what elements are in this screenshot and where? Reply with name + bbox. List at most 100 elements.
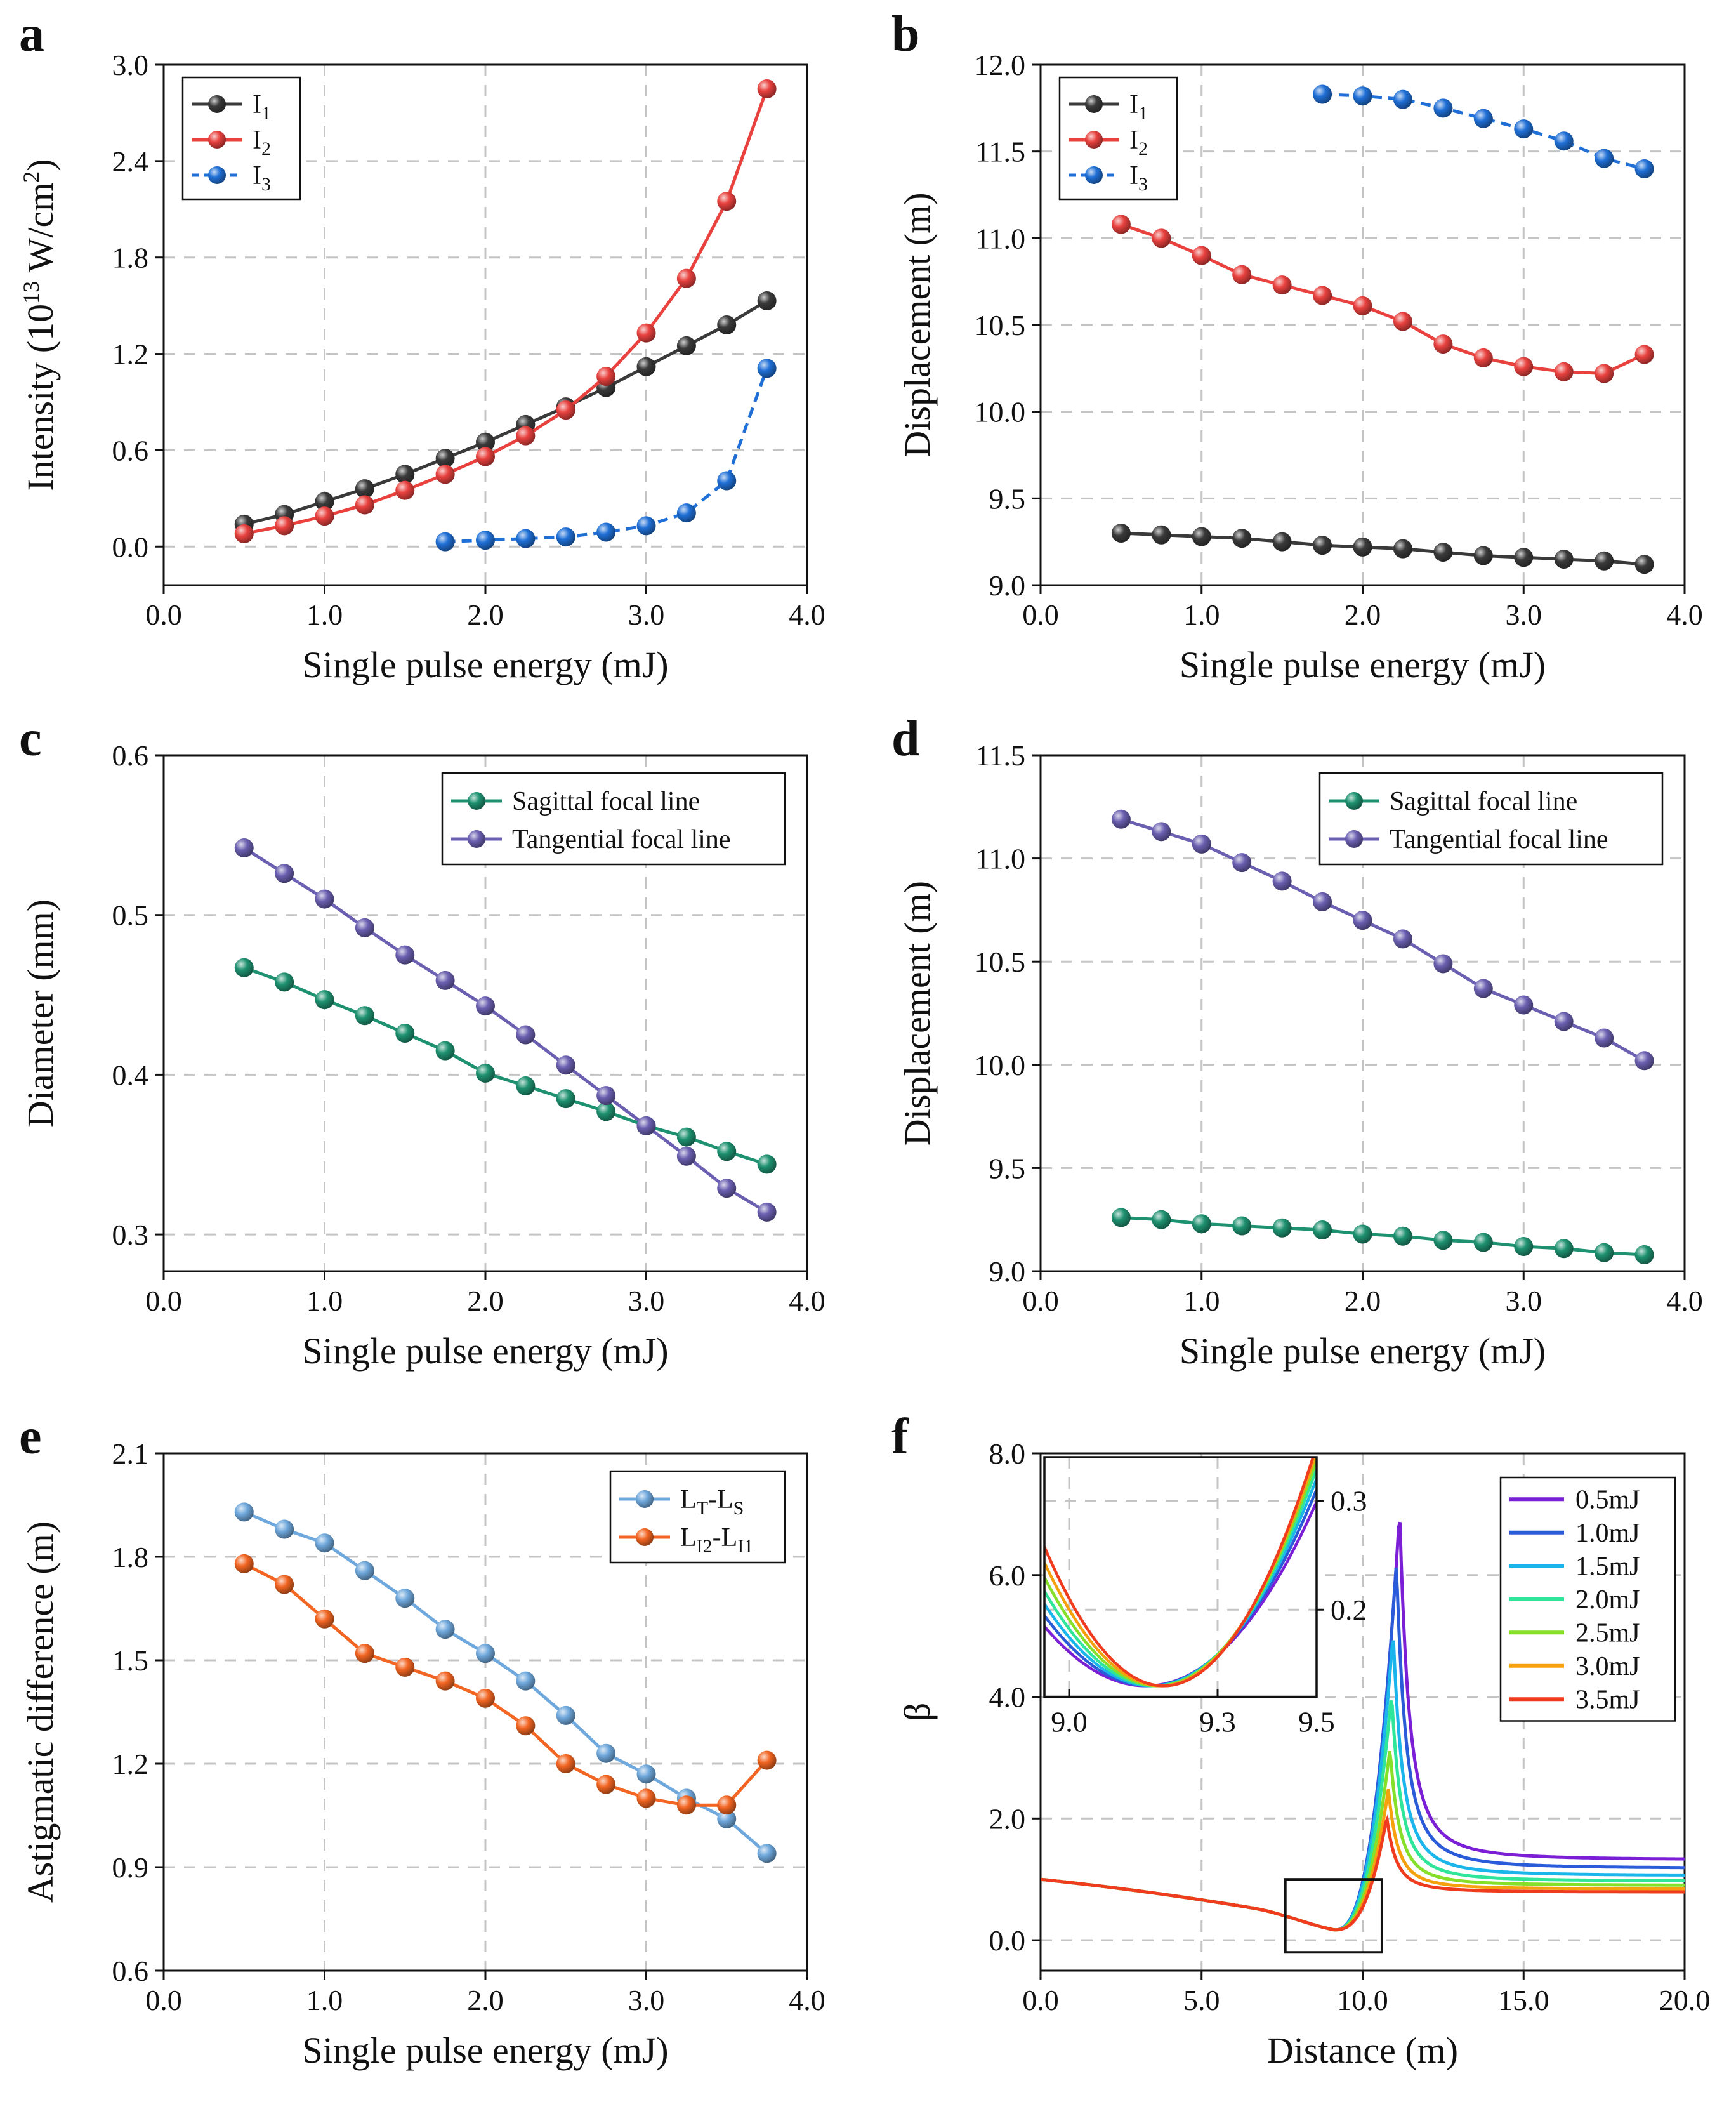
x-tick-label: 2.0 xyxy=(467,1285,504,1317)
data-point xyxy=(275,516,294,536)
data-point xyxy=(1353,86,1372,106)
data-point xyxy=(1433,98,1453,118)
y-axis-label: Displacement (m) xyxy=(897,881,938,1146)
legend-label: LI2-LI1 xyxy=(680,1523,753,1557)
data-point xyxy=(476,1644,495,1663)
data-point xyxy=(1554,1012,1574,1031)
data-point xyxy=(717,1795,737,1815)
panel-d: d 0.0 1.0 2.0 3.0 4.0 9.0 9.5 10.0 10.5 11.0 11.5 Si… xyxy=(891,711,1703,1372)
data-point xyxy=(1232,265,1252,284)
x-tick-label: 3.0 xyxy=(628,598,665,631)
data-point xyxy=(1514,119,1534,139)
data-point xyxy=(1353,537,1372,557)
data-point xyxy=(596,1086,616,1106)
legend-label: 3.0mJ xyxy=(1575,1652,1640,1681)
y-tick-label: 1.2 xyxy=(112,1748,149,1780)
data-point xyxy=(1554,362,1574,381)
y-tick-label: 11.0 xyxy=(975,843,1025,875)
data-point xyxy=(757,359,777,378)
panel-a: a 0.0 1.0 2.0 3.0 4.0 0.0 0.6 1.2 1.8 2.4 3.0 Single… xyxy=(18,6,825,685)
x-tick-label: 2.0 xyxy=(467,598,504,631)
panel-letter-f: f xyxy=(891,1409,909,1465)
data-point xyxy=(636,323,656,343)
y-tick-label: 2.4 xyxy=(112,145,149,178)
legend-marker xyxy=(1085,131,1103,149)
legend-label: Tangential focal line xyxy=(512,825,731,854)
x-tick-label: 3.0 xyxy=(1506,598,1542,631)
data-point xyxy=(476,447,495,466)
y-tick-label: 12.0 xyxy=(975,49,1026,81)
legend: Sagittal focal line Tangential focal line xyxy=(1318,772,1664,866)
x-axis-label: Single pulse energy (mJ) xyxy=(302,2030,668,2071)
data-point xyxy=(676,503,696,523)
legend-label-sub: I2 xyxy=(697,1536,713,1557)
legend-marker xyxy=(636,1490,654,1508)
data-point xyxy=(556,527,575,547)
data-point xyxy=(275,1519,294,1539)
y-tick-label: 0.6 xyxy=(112,434,149,466)
data-point xyxy=(395,945,415,965)
y-axis-label-part: W/cm xyxy=(20,183,61,281)
x-tick-label: 4.0 xyxy=(1666,1285,1703,1317)
data-point xyxy=(1353,911,1372,930)
data-point xyxy=(596,366,616,386)
y-tick-label: 10.5 xyxy=(975,946,1026,978)
legend-label-sub: 1 xyxy=(261,103,271,124)
y-tick-label: 6.0 xyxy=(989,1559,1026,1592)
data-point xyxy=(757,79,777,98)
legend-label: Sagittal focal line xyxy=(512,787,700,816)
y-tick-label: 11.5 xyxy=(975,739,1025,772)
x-axis-label: Distance (m) xyxy=(1267,2030,1458,2071)
y-axis-label: Displacement (m) xyxy=(897,192,938,457)
data-point xyxy=(315,990,334,1010)
series-line-1 xyxy=(244,88,768,536)
legend-label-main: Sagittal focal line xyxy=(1390,787,1577,816)
legend-label: 1.5mJ xyxy=(1575,1552,1640,1581)
legend-label: Tangential focal line xyxy=(1390,825,1608,854)
data-point xyxy=(757,1750,777,1770)
data-point xyxy=(717,192,737,211)
legend-label: 1.0mJ xyxy=(1575,1519,1640,1548)
inset-x-tick-label: 9.3 xyxy=(1199,1706,1236,1738)
data-point xyxy=(516,426,536,446)
x-tick-label: 20.0 xyxy=(1659,1984,1711,2016)
data-point xyxy=(234,958,254,977)
legend-marker xyxy=(636,1528,654,1546)
data-point xyxy=(315,492,334,512)
data-point xyxy=(1433,954,1453,974)
panel-e: e 0.0 1.0 2.0 3.0 4.0 0.6 0.9 1.2 1.5 1.8 2.1 Single… xyxy=(19,1409,825,2071)
data-point xyxy=(1393,312,1412,331)
y-tick-label: 11.0 xyxy=(975,222,1025,254)
data-point xyxy=(1192,527,1211,546)
legend-label-main2: -L xyxy=(708,1485,733,1514)
legend-label: I1 xyxy=(1129,90,1148,124)
x-tick-label: 1.0 xyxy=(306,1984,343,2016)
data-point xyxy=(1232,853,1252,873)
panel-f: f 0.0 5.0 10.0 15.0 20.0 0.0 2.0 4.0 6.0 8.0 Distan… xyxy=(891,1409,1710,2071)
data-point xyxy=(435,1041,455,1061)
data-point xyxy=(636,1788,656,1808)
data-point xyxy=(636,516,656,536)
panel-letter-a: a xyxy=(19,6,44,62)
panel-letter-b: b xyxy=(891,6,920,62)
legend-label-main: I xyxy=(1129,126,1138,155)
legend-box xyxy=(441,772,786,866)
legend-label: 3.5mJ xyxy=(1575,1685,1640,1714)
data-point xyxy=(516,1716,536,1736)
data-point xyxy=(1634,555,1654,574)
inset-frame xyxy=(1043,1456,1318,1698)
data-point xyxy=(476,1063,495,1083)
y-tick-label: 2.0 xyxy=(989,1802,1026,1835)
y-tick-label: 8.0 xyxy=(989,1438,1026,1470)
data-point xyxy=(1473,1233,1493,1252)
data-point xyxy=(355,918,374,937)
y-axis-label: β xyxy=(897,1703,938,1722)
data-point xyxy=(1393,929,1412,949)
legend-label: I3 xyxy=(1129,161,1148,195)
data-point xyxy=(1514,357,1534,376)
legend-label-main: I xyxy=(1129,161,1138,190)
